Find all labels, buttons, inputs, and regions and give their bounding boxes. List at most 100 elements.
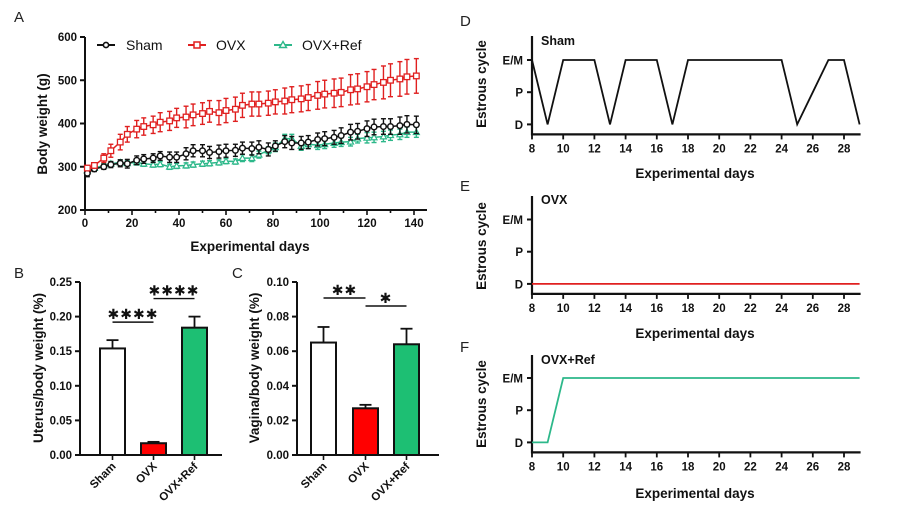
panel-f-group-label: OVX+Ref <box>541 353 596 367</box>
series-sham <box>83 115 420 178</box>
x-tick-label: 22 <box>744 303 757 315</box>
data-point <box>166 117 174 125</box>
x-tick-label: 16 <box>650 461 663 473</box>
data-point <box>271 98 279 106</box>
data-point <box>337 132 345 140</box>
x-tick-label: Sham <box>299 461 330 492</box>
significance-label: ✱✱✱✱ <box>149 284 200 300</box>
y-tick-label: 0.02 <box>267 415 289 427</box>
data-point <box>231 105 239 113</box>
y-tick-label: P <box>515 247 523 259</box>
panel-a-legend: Sham OVX OVX+Ref <box>97 37 362 53</box>
panel-a-y-axis-title: Body weight (g) <box>35 73 50 174</box>
data-point <box>90 162 98 169</box>
data-point <box>107 161 115 169</box>
data-point <box>100 154 108 162</box>
data-point <box>255 100 263 108</box>
x-tick-label: 24 <box>775 303 788 315</box>
data-point <box>363 125 371 133</box>
x-tick-label: 10 <box>557 143 570 155</box>
data-point <box>215 148 223 156</box>
bar-sham <box>310 341 337 456</box>
x-tick-label: 14 <box>619 303 632 315</box>
bar-ovx-ref <box>393 343 420 456</box>
data-point <box>354 85 362 93</box>
x-tick-label: 0 <box>82 218 88 230</box>
data-point <box>248 100 256 108</box>
bar-ovx <box>140 442 167 456</box>
x-tick-label: 60 <box>220 218 233 230</box>
x-tick-label: 20 <box>713 143 726 155</box>
data-point <box>222 147 230 155</box>
data-point <box>166 153 174 161</box>
panel-letter-a: A <box>14 9 24 26</box>
x-tick-label: 40 <box>173 218 186 230</box>
data-point <box>346 137 355 145</box>
data-point <box>182 161 191 169</box>
y-tick-label: E/M <box>503 56 523 68</box>
data-point <box>412 72 420 80</box>
data-point <box>396 75 404 83</box>
x-tick-label: 80 <box>267 218 280 230</box>
data-point <box>247 153 256 162</box>
panel-letter-b: B <box>14 265 24 282</box>
panel-f-y-axis-title: Estrous cycle <box>474 360 489 448</box>
data-point <box>297 139 305 147</box>
data-point <box>297 95 305 103</box>
panel-a-body-weight-chart: Body weight (g) Experimental days 200300… <box>35 32 427 254</box>
data-point <box>198 147 207 155</box>
y-tick-label: 0.10 <box>267 277 289 289</box>
y-tick-label: P <box>515 88 523 100</box>
data-point <box>189 160 198 168</box>
y-tick-label: 0.08 <box>267 312 290 324</box>
panel-c-y-axis-title: Vagina/body weight (%) <box>247 293 262 444</box>
y-tick-label: 0.06 <box>267 346 289 358</box>
x-tick-label: 18 <box>682 143 695 155</box>
data-point <box>264 99 272 107</box>
x-tick-label: 24 <box>775 143 788 155</box>
bar-ovx-ref <box>181 326 208 456</box>
data-point <box>206 107 213 115</box>
y-tick-label: 400 <box>58 119 77 131</box>
panel-letter-e: E <box>460 178 470 195</box>
data-point <box>221 156 231 165</box>
x-tick-label: 120 <box>357 218 376 230</box>
y-tick-label: P <box>515 406 523 418</box>
x-tick-label: OVX <box>346 460 372 486</box>
data-point <box>123 130 131 138</box>
data-point <box>347 86 354 94</box>
data-point <box>222 107 230 114</box>
data-point <box>189 111 197 119</box>
x-tick-label: 28 <box>838 303 851 315</box>
data-point <box>165 162 174 170</box>
x-tick-label: 20 <box>713 303 726 315</box>
data-point <box>321 135 329 143</box>
data-point <box>83 164 91 172</box>
panel-d-y-axis-title: Estrous cycle <box>474 40 489 128</box>
x-tick-label: 26 <box>806 461 819 473</box>
data-point <box>123 160 131 168</box>
data-point <box>314 91 322 99</box>
data-point <box>182 113 190 121</box>
square-marker-icon <box>193 41 201 49</box>
panel-e-estrous-ovx: Estrous cycle Experimental days OVX D P E/… <box>474 193 861 341</box>
legend-item-sham: Sham <box>97 37 163 53</box>
data-point <box>387 76 394 84</box>
data-point <box>281 97 289 105</box>
panel-d-x-axis-title: Experimental days <box>635 166 754 181</box>
data-point <box>140 123 148 130</box>
data-point <box>271 142 279 150</box>
panel-f-x-axis-title: Experimental days <box>635 486 754 501</box>
panel-c-vagina-chart: Vagina/body weight (%) 0.00 0.02 0.04 0.06 0… <box>247 277 439 504</box>
data-point <box>198 159 207 167</box>
legend-label-ovx: OVX <box>216 37 246 53</box>
significance-label: ✱✱✱✱ <box>108 307 159 323</box>
data-point <box>281 138 289 146</box>
y-tick-label: 200 <box>58 205 77 217</box>
data-point <box>238 153 247 162</box>
y-tick-label: 300 <box>58 162 77 174</box>
x-tick-label: OVX <box>134 460 160 486</box>
data-point <box>173 153 181 161</box>
x-tick-label: 12 <box>588 461 601 473</box>
y-tick-label: 0.20 <box>50 312 72 324</box>
